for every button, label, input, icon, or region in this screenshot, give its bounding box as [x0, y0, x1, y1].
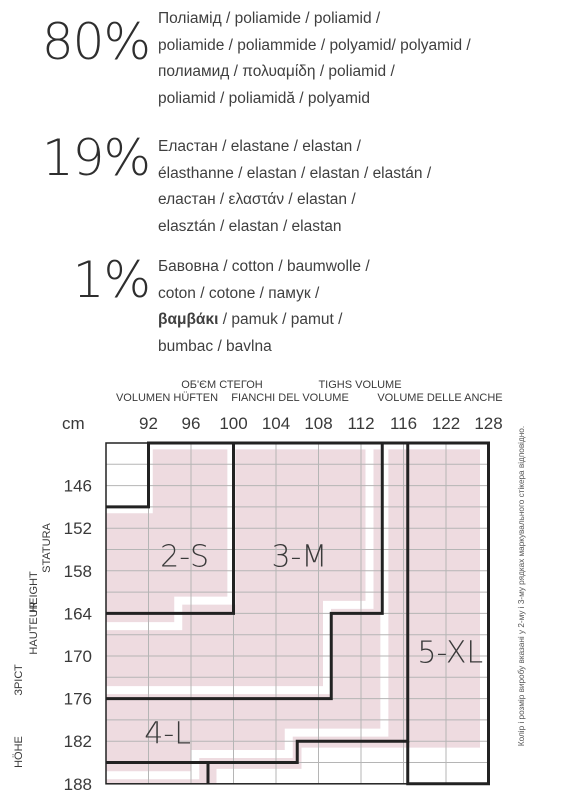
size-label: 4-L [144, 716, 191, 751]
size-label: 5-XL [417, 635, 483, 670]
side-note-text: Колір і розмір виробу вказані у 2-му і 3… [517, 426, 526, 746]
size-2s-border [106, 441, 235, 615]
fiber-line: полиамид / πολυαμίδη / poliamid / [158, 63, 395, 80]
size-fill-layer [106, 449, 480, 784]
size-3m-border [106, 441, 384, 701]
hip-value-label: 108 [304, 414, 332, 433]
hip-header-label: ОБ'ЄМ СТЕГОН [181, 379, 263, 391]
hip-value-label: 92 [139, 414, 158, 433]
fiber-line: coton / cotone / памук / [158, 284, 320, 302]
percent-label: 80% [41, 13, 151, 71]
fiber-line: Еластан / elastane / elastan / [158, 138, 361, 155]
height-axis-label: HEIGHT [28, 571, 40, 613]
side-note: Колір і розмір виробу вказані у 2-му і 3… [517, 426, 526, 746]
fiber-line: poliamide / poliammide / polyamid/ polya… [158, 36, 471, 54]
hip-value-label: 112 [347, 414, 374, 433]
height-axis-label: ЗРІСТ [13, 664, 25, 696]
size-5xl-border [406, 441, 490, 786]
height-value-label: 188 [64, 775, 92, 794]
fiber-line: βαμβάκι / pamuk / pamut / [158, 307, 568, 334]
fiber-line: еластан / ελαστάν / elastan / [158, 191, 356, 208]
percent-label: 1% [72, 251, 151, 309]
fiber-line: Поліамід / poliamide / poliamid / [158, 10, 381, 27]
unit-label: cm [62, 414, 85, 433]
height-axis-label: HAUTEUR [28, 601, 40, 654]
height-axis-label: STATURA [41, 522, 53, 572]
hip-value-label: 100 [219, 414, 247, 433]
hip-header-label: FIANCHI DEL VOLUME [231, 392, 349, 404]
fiber-line: bumbac / bavlna [158, 337, 272, 355]
hip-value-label: 122 [432, 414, 460, 433]
zone-gap [106, 449, 389, 780]
hip-value-label: 104 [262, 414, 290, 433]
zone-gap [106, 449, 374, 695]
bold-fiber-word: βαμβάκι [158, 311, 219, 328]
height-value-label: 164 [64, 604, 92, 623]
zone-gap [106, 449, 236, 631]
height-value-label: 182 [64, 732, 92, 751]
height-axis-label: HÖHE [13, 736, 25, 768]
size-chart: 2-S 3-M 4-L 5-XL 92 96 100 104 108 112 116 122 128 cm… [13, 379, 503, 794]
percent-label: 19% [41, 129, 151, 187]
size-region-borders [105, 441, 490, 786]
hip-header-label: VOLUME DELLE ANCHE [377, 392, 502, 404]
fiber-names: Бавовна / cotton / baumwolle / coton / c… [158, 254, 568, 360]
hip-value-label: 128 [474, 414, 502, 433]
chart-labels: 2-S 3-M 4-L 5-XL 92 96 100 104 108 112 116 122 128 cm… [13, 379, 503, 794]
size-label: 2-S [160, 540, 209, 575]
fiber-line: élasthanne / elastan / elastan / elastán… [158, 164, 432, 182]
fiber-names: Поліамід / poliamide / poliamid / poliam… [158, 6, 568, 112]
hip-value-label: 96 [182, 414, 201, 433]
fiber-line: poliamid / poliamidă / polyamid [158, 89, 370, 107]
fiber-line: elasztán / elastan / elastan [158, 217, 342, 235]
fiber-names: Еластан / elastane / elastan / élasthann… [158, 134, 568, 240]
hip-value-label: 116 [390, 414, 417, 433]
height-value-label: 146 [64, 477, 92, 496]
height-value-label: 152 [64, 519, 92, 538]
height-value-label: 170 [64, 647, 92, 666]
height-value-label: 158 [64, 562, 92, 581]
height-value-label: 176 [64, 690, 92, 709]
fiber-line: Бавовна / cotton / baumwolle / [158, 258, 370, 275]
hip-header-label: VOLUMEN HÜFTEN [116, 392, 218, 404]
hip-header-label: TIGHS VOLUME [318, 379, 401, 391]
size-label: 3-M [271, 540, 327, 575]
fiber-line-rest: / pamuk / pamut / [218, 311, 343, 328]
